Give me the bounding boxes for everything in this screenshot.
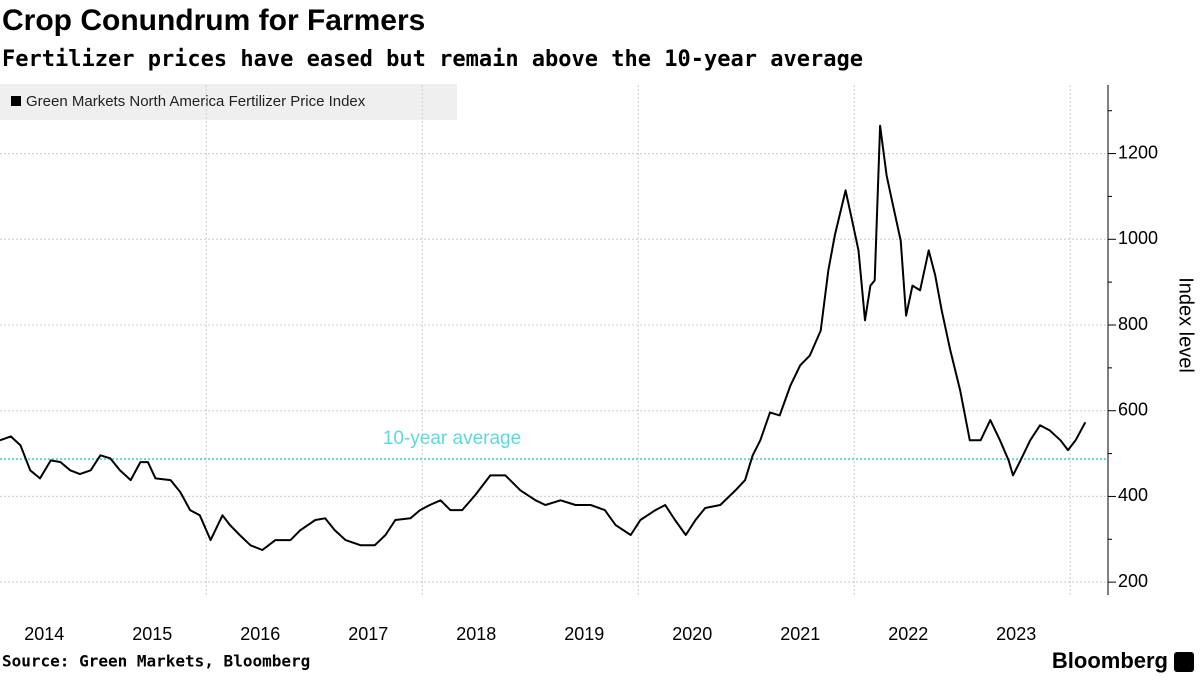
legend-box bbox=[0, 84, 457, 120]
y-axis-label: Index level bbox=[1175, 277, 1197, 373]
reference-label: 10-year average bbox=[383, 428, 521, 449]
source: Source: Green Markets, Bloomberg bbox=[2, 652, 310, 671]
y-tick-label: 600 bbox=[1118, 399, 1148, 419]
legend-label: Green Markets North America Fertilizer P… bbox=[26, 93, 366, 110]
chart-subtitle: Fertilizer prices have eased but remain … bbox=[2, 47, 863, 72]
logo-icon bbox=[1174, 652, 1194, 672]
x-tick-label: 2014 bbox=[24, 624, 64, 644]
y-tick-label: 1000 bbox=[1118, 228, 1158, 248]
x-tick-label: 2020 bbox=[672, 624, 712, 644]
logo: Bloomberg bbox=[1052, 648, 1168, 673]
y-tick-label: 1200 bbox=[1118, 142, 1158, 162]
x-tick-label: 2019 bbox=[564, 624, 604, 644]
chart-title: Crop Conundrum for Farmers bbox=[2, 4, 425, 37]
x-tick-label: 2015 bbox=[132, 624, 172, 644]
y-tick-label: 200 bbox=[1118, 571, 1148, 591]
y-tick-label: 800 bbox=[1118, 314, 1148, 334]
x-tick-label: 2016 bbox=[240, 624, 280, 644]
x-tick-label: 2022 bbox=[888, 624, 928, 644]
x-tick-label: 2018 bbox=[456, 624, 496, 644]
y-tick-label: 400 bbox=[1118, 485, 1148, 505]
legend-swatch bbox=[11, 96, 21, 106]
series-line bbox=[0, 124, 1087, 551]
x-tick-label: 2017 bbox=[348, 624, 388, 644]
x-tick-label: 2023 bbox=[996, 624, 1036, 644]
x-tick-label: 2021 bbox=[780, 624, 820, 644]
